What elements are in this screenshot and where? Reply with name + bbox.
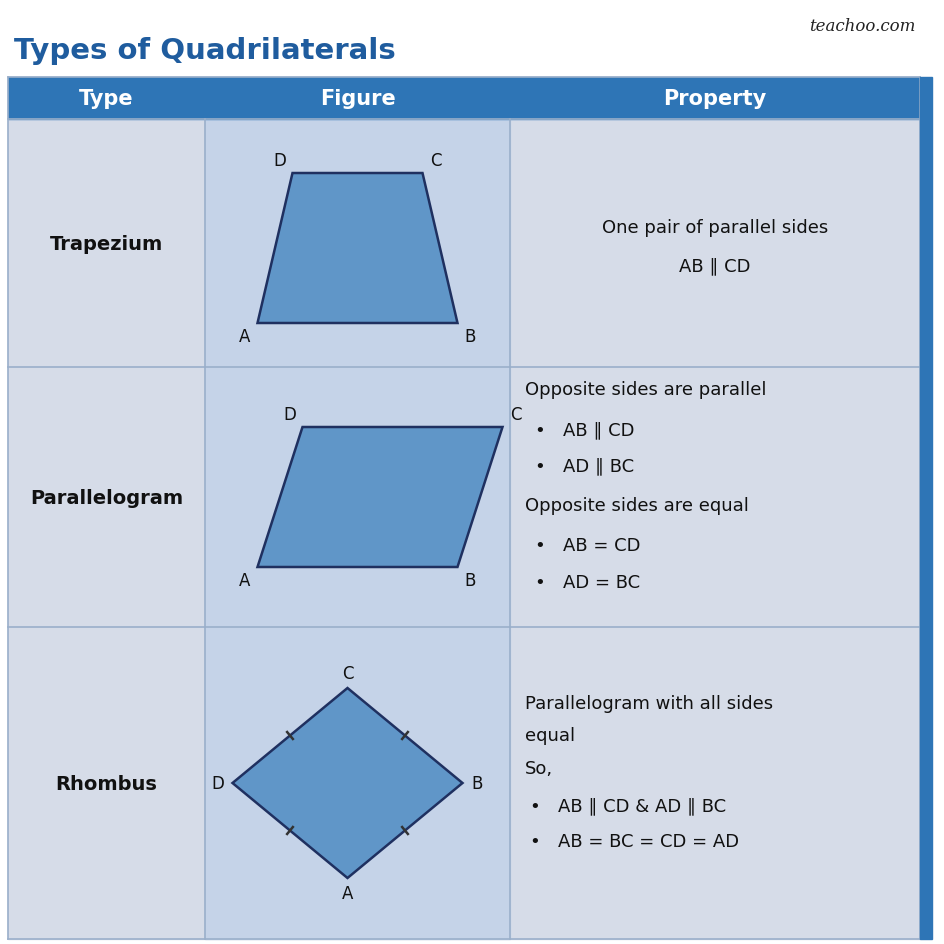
- Bar: [205, 120, 510, 367]
- Bar: [205, 628, 510, 939]
- Text: •   AB ∥ CD: • AB ∥ CD: [534, 421, 633, 439]
- Text: •   AB = BC = CD = AD: • AB = BC = CD = AD: [530, 832, 738, 851]
- Text: Figure: Figure: [319, 89, 395, 109]
- Text: Parallelogram with all sides: Parallelogram with all sides: [525, 694, 772, 712]
- Text: One pair of parallel sides: One pair of parallel sides: [601, 219, 827, 237]
- Text: Trapezium: Trapezium: [50, 234, 163, 253]
- Bar: [205, 367, 510, 628]
- Text: •   AB ∥ CD & AD ∥ BC: • AB ∥ CD & AD ∥ BC: [530, 796, 725, 814]
- Bar: [8, 628, 919, 939]
- Bar: [919, 78, 931, 939]
- Text: Opposite sides are equal: Opposite sides are equal: [525, 497, 748, 514]
- Text: C: C: [509, 406, 521, 424]
- Text: A: A: [342, 885, 353, 902]
- Text: •   AD = BC: • AD = BC: [534, 573, 639, 591]
- Text: A: A: [239, 328, 250, 346]
- Text: teachoo.com: teachoo.com: [808, 18, 914, 35]
- Text: Parallelogram: Parallelogram: [30, 488, 183, 507]
- Text: D: D: [273, 152, 286, 170]
- Text: Rhombus: Rhombus: [56, 774, 158, 793]
- Polygon shape: [232, 688, 462, 878]
- Text: D: D: [211, 774, 224, 792]
- Text: A: A: [239, 571, 250, 589]
- Text: Property: Property: [663, 89, 766, 109]
- Text: C: C: [342, 665, 353, 683]
- Text: D: D: [283, 406, 295, 424]
- Text: So,: So,: [525, 759, 552, 777]
- Text: AB ∥ CD: AB ∥ CD: [679, 257, 750, 275]
- Text: •   AB = CD: • AB = CD: [534, 536, 640, 554]
- Bar: [8, 120, 919, 367]
- Text: B: B: [464, 571, 476, 589]
- Text: Types of Quadrilaterals: Types of Quadrilaterals: [14, 37, 396, 65]
- Bar: [8, 367, 919, 628]
- Text: C: C: [430, 152, 441, 170]
- Text: equal: equal: [525, 726, 575, 744]
- Text: •   AD ∥ BC: • AD ∥ BC: [534, 457, 633, 475]
- Bar: [8, 78, 919, 120]
- Text: B: B: [464, 328, 476, 346]
- Text: B: B: [471, 774, 482, 792]
- Polygon shape: [257, 174, 457, 324]
- Text: Type: Type: [79, 89, 134, 109]
- Text: Opposite sides are parallel: Opposite sides are parallel: [525, 380, 766, 398]
- Polygon shape: [257, 428, 502, 567]
